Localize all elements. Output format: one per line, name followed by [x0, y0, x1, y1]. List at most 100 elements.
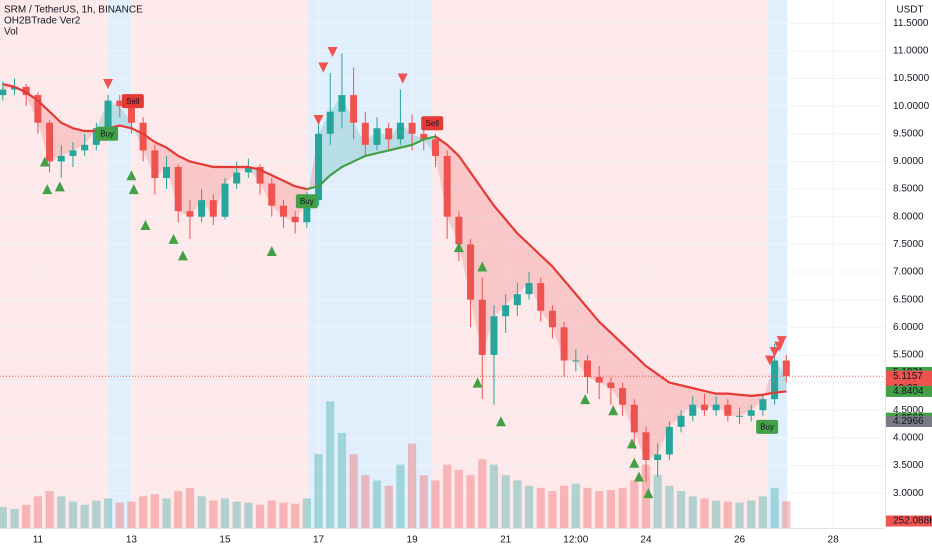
buy-triangle: [128, 184, 139, 195]
volume-bar: [80, 504, 89, 528]
volume-bar: [606, 489, 615, 528]
volume-bar: [431, 480, 440, 528]
region: [131, 0, 309, 528]
buy-triangle: [629, 457, 640, 468]
volume-bar: [115, 502, 124, 528]
candle-body: [443, 155, 451, 217]
candle-body: [560, 327, 568, 361]
price-tag-text: 4.8404: [893, 386, 924, 397]
trend-fill: [353, 122, 366, 162]
candle-body: [490, 316, 498, 355]
volume-bar: [536, 487, 545, 528]
x-tick-label: 28: [828, 535, 840, 546]
x-tick-label: 26: [734, 535, 746, 546]
volume-bar: [162, 498, 171, 528]
signal-label: [756, 419, 779, 434]
sell-triangle: [397, 73, 408, 84]
buy-triangle: [266, 246, 277, 257]
candle-body: [548, 310, 556, 328]
candle-body: [572, 360, 580, 362]
trend-fill: [517, 233, 530, 295]
x-tick-label: 11: [33, 535, 44, 546]
y-tick-label: 10.0000: [893, 101, 930, 112]
volume-bar: [384, 485, 393, 528]
buy-triangle: [477, 261, 488, 272]
chart-title: SRM / TetherUS, 1h, BINANCE: [4, 5, 143, 16]
y-tick-label: 4.0000: [893, 433, 924, 444]
volume-bar: [489, 464, 499, 528]
signal-label: [121, 94, 144, 109]
candle-body: [537, 283, 545, 311]
trend-fill: [657, 374, 670, 455]
volume-bar: [372, 480, 382, 528]
sell-triangle: [776, 336, 787, 347]
buy-triangle: [453, 242, 464, 253]
region: [432, 0, 768, 528]
trend-fill: [575, 294, 588, 378]
y-tick-label: 5.5000: [893, 350, 924, 361]
price-tag: [886, 415, 932, 427]
price-tag: [886, 385, 932, 397]
y-tick-label: 10.5000: [893, 73, 930, 84]
candle-body: [677, 415, 685, 427]
candle-body: [502, 305, 510, 317]
buy-triangle: [168, 233, 179, 244]
buy-triangle: [580, 394, 591, 405]
volume-bar: [618, 487, 627, 528]
volume-bar: [10, 508, 19, 528]
candle-body: [619, 388, 627, 405]
buy-triangle: [177, 250, 188, 261]
sell-triangle: [313, 114, 324, 125]
volume-bar: [103, 498, 113, 528]
buy-triangle: [633, 471, 644, 482]
y-tick-label: 11.5000: [893, 18, 929, 29]
candle-body: [431, 139, 439, 156]
candle-body: [151, 150, 159, 179]
volume-bar: [139, 496, 148, 528]
volume-bar: [232, 501, 241, 528]
volume-bar: [337, 432, 347, 528]
y-tick-label: 6.5000: [893, 294, 924, 305]
volume-bar: [408, 443, 417, 528]
candle-body: [268, 183, 276, 206]
x-tick-label: 24: [640, 535, 652, 546]
x-tick-label: 17: [313, 535, 325, 546]
volume-bar: [653, 475, 662, 528]
y-tick-label: 4.5000: [893, 405, 924, 416]
signal-text: Sell: [426, 119, 440, 128]
volume-bar: [185, 487, 195, 528]
candle-body: [595, 377, 603, 383]
candle-body: [654, 454, 662, 460]
region: [0, 0, 109, 528]
candle-body: [221, 183, 229, 217]
signal-text: Buy: [100, 129, 114, 138]
volume-bar: [0, 506, 7, 528]
candle-body: [712, 404, 720, 411]
trend-fill: [412, 133, 424, 145]
y-tick-label: 3.0000: [893, 488, 924, 499]
buy-triangle: [608, 405, 619, 416]
y-tick-label: 7.5000: [893, 239, 924, 250]
candle-body: [361, 122, 369, 145]
trend-fill: [236, 166, 249, 173]
candle-body: [46, 122, 54, 162]
volume-bar: [267, 500, 276, 528]
y-tick-label: 8.5000: [893, 184, 924, 195]
candle-body: [478, 299, 486, 355]
volume-bar: [419, 475, 428, 528]
region: [308, 0, 433, 528]
volume-bar: [197, 496, 206, 528]
candle-body: [747, 410, 755, 416]
ma-line: [2, 82, 787, 397]
volume-bar: [782, 501, 791, 528]
candle-body: [700, 404, 708, 411]
candle-body: [607, 382, 615, 389]
buy-triangle: [140, 220, 151, 231]
volume-bar: [630, 480, 639, 528]
trend-fill: [61, 122, 73, 156]
volume-bar: [676, 491, 686, 528]
candle-body: [279, 205, 287, 217]
candle-body: [57, 155, 65, 162]
volume-bar: [735, 502, 744, 528]
buy-triangle: [126, 170, 137, 181]
